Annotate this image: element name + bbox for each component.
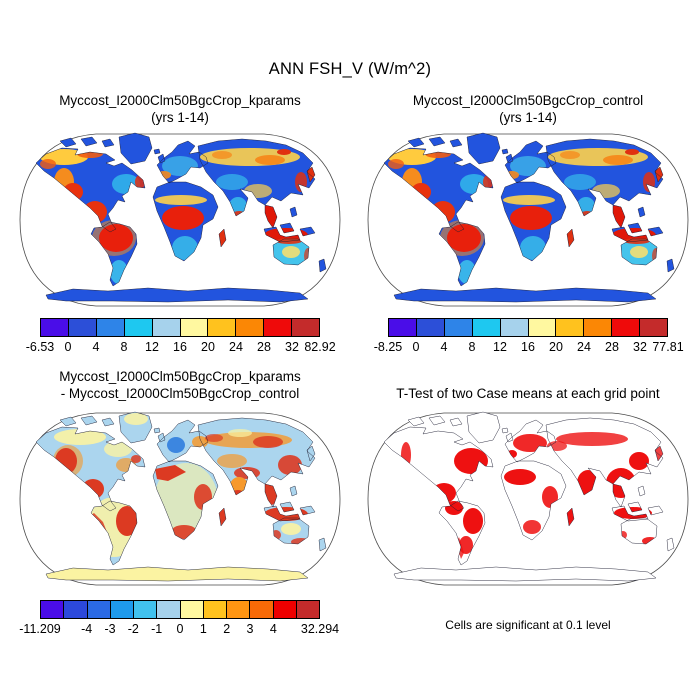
colorbar-segment bbox=[41, 319, 68, 336]
colorbar-tick-label: 1 bbox=[199, 622, 207, 636]
colorbar-segment bbox=[639, 319, 668, 336]
colorbar-segment bbox=[86, 601, 110, 618]
colorbar-segment bbox=[443, 319, 472, 336]
colorbar-tick-label: 2 bbox=[223, 622, 231, 636]
colorbar-tick-label: 28 bbox=[257, 340, 271, 354]
colorbar-tick-label: -2 bbox=[127, 622, 139, 636]
colorbar-segment bbox=[415, 319, 444, 336]
colorbar-segment bbox=[41, 601, 64, 618]
colorbar-tick-label: -4 bbox=[81, 622, 93, 636]
colorbar-tick-label: 28 bbox=[605, 340, 619, 354]
figure-title: ANN FSH_V (W/m^2) bbox=[268, 60, 432, 78]
colorbar-segment bbox=[179, 319, 208, 336]
colorbar-segment bbox=[207, 319, 236, 336]
map-kparams bbox=[19, 132, 341, 307]
significance-caption: Cells are significant at 0.1 level bbox=[445, 618, 611, 632]
colorbar-tick-label: 0 bbox=[176, 622, 184, 636]
colorbar-kparams: -6.53 0 4 8 12 16 20 24 28 32 82.92 bbox=[26, 318, 336, 356]
colorbar-segment bbox=[583, 319, 612, 336]
panel-difference-title-line2: - Myccost_I2000Clm50BgcCrop_control bbox=[60, 386, 300, 401]
colorbar-tick-label: 32 bbox=[633, 340, 647, 354]
colorbar-tick-label: 3 bbox=[246, 622, 254, 636]
colorbar-tick-label: -1 bbox=[151, 622, 163, 636]
colorbar-tick-label: 20 bbox=[549, 340, 563, 354]
colorbar-tick-label: 4 bbox=[440, 340, 448, 354]
colorbar-tick-label: 0 bbox=[64, 340, 72, 354]
colorbar-tick-label: 4 bbox=[269, 622, 277, 636]
colorbar-segment bbox=[156, 601, 180, 618]
colorbar-segment bbox=[95, 319, 124, 336]
colorbar-segment bbox=[67, 319, 96, 336]
colorbar-segment bbox=[527, 319, 556, 336]
colorbar-segment bbox=[291, 319, 320, 336]
colorbar-tick-label: 24 bbox=[229, 340, 243, 354]
colorbar-tick-label: 20 bbox=[201, 340, 215, 354]
colorbar-tick-label: 12 bbox=[493, 340, 507, 354]
panel-ttest: T-Test of two Case means at each grid po… bbox=[362, 368, 694, 632]
colorbar-labels: -8.25 0 4 8 12 16 20 24 28 32 77.81 bbox=[374, 340, 684, 356]
colorbar-difference: -11.209 -4 -3 -2 -1 0 1 2 3 4 32.294 bbox=[19, 600, 339, 638]
panel-kparams-title: Myccost_I2000Clm50BgcCrop_kparams (yrs 1… bbox=[14, 92, 346, 126]
colorbar-segment bbox=[272, 601, 296, 618]
colorbar-segment bbox=[123, 319, 152, 336]
colorbar-control: -8.25 0 4 8 12 16 20 24 28 32 77.81 bbox=[374, 318, 684, 356]
panel-ttest-title: T-Test of two Case means at each grid po… bbox=[396, 386, 660, 401]
colorbar-segment bbox=[179, 601, 203, 618]
colorbar-segment bbox=[611, 319, 640, 336]
colorbar-segments bbox=[40, 600, 320, 619]
colorbar-tick-label: 8 bbox=[120, 340, 128, 354]
colorbar-tick-label: -8.25 bbox=[373, 340, 403, 354]
map-control bbox=[367, 132, 689, 307]
colorbar-segment bbox=[226, 601, 250, 618]
colorbar-segment bbox=[263, 319, 292, 336]
colorbar-segment bbox=[63, 601, 87, 618]
colorbar-tick-label: -11.209 bbox=[19, 622, 61, 636]
map-ttest bbox=[367, 411, 689, 586]
colorbar-tick-label: -6.53 bbox=[25, 340, 55, 354]
colorbar-tick-label: 0 bbox=[412, 340, 420, 354]
colorbar-tick-label: 77.81 bbox=[652, 340, 684, 354]
value-patches bbox=[388, 148, 663, 284]
colorbar-segment bbox=[151, 319, 180, 336]
colorbar-tick-label: 12 bbox=[145, 340, 159, 354]
colorbar-segment bbox=[471, 319, 500, 336]
colorbar-labels: -6.53 0 4 8 12 16 20 24 28 32 82.92 bbox=[26, 340, 336, 356]
colorbar-segment bbox=[249, 601, 273, 618]
panel-kparams-title-line1: Myccost_I2000Clm50BgcCrop_kparams bbox=[59, 93, 301, 108]
colorbar-tick-label: 32 bbox=[285, 340, 299, 354]
colorbar-tick-label: 16 bbox=[173, 340, 187, 354]
colorbar-segment bbox=[133, 601, 157, 618]
colorbar-segment bbox=[202, 601, 226, 618]
colorbar-tick-label: 4 bbox=[92, 340, 100, 354]
colorbar-tick-label: -3 bbox=[104, 622, 116, 636]
colorbar-tick-label: 32.294 bbox=[300, 622, 340, 636]
colorbar-tick-label: 16 bbox=[521, 340, 535, 354]
colorbar-tick-label: 82.92 bbox=[304, 340, 336, 354]
panel-kparams: Myccost_I2000Clm50BgcCrop_kparams (yrs 1… bbox=[14, 92, 346, 356]
panel-difference: Myccost_I2000Clm50BgcCrop_kparams - Mycc… bbox=[14, 368, 346, 638]
panel-control: Myccost_I2000Clm50BgcCrop_control (yrs 1… bbox=[362, 92, 694, 356]
colorbar-segment bbox=[555, 319, 584, 336]
panel-control-title-line1: Myccost_I2000Clm50BgcCrop_control bbox=[412, 93, 644, 108]
panel-difference-title-line1: Myccost_I2000Clm50BgcCrop_kparams bbox=[59, 369, 301, 384]
colorbar-tick-label: 24 bbox=[577, 340, 591, 354]
colorbar-segments bbox=[388, 318, 668, 337]
panel-kparams-title-line2: (yrs 1-14) bbox=[151, 110, 209, 125]
colorbar-tick-label: 8 bbox=[468, 340, 476, 354]
map-difference bbox=[19, 411, 341, 586]
colorbar-labels: -11.209 -4 -3 -2 -1 0 1 2 3 4 32.294 bbox=[19, 622, 339, 638]
colorbar-segment bbox=[109, 601, 133, 618]
colorbar-segment bbox=[295, 601, 319, 618]
colorbar-segments bbox=[40, 318, 320, 337]
panel-difference-title: Myccost_I2000Clm50BgcCrop_kparams - Mycc… bbox=[14, 368, 346, 402]
colorbar-segment bbox=[389, 319, 416, 336]
colorbar-segment bbox=[235, 319, 264, 336]
panel-control-title-line2: (yrs 1-14) bbox=[499, 110, 557, 125]
colorbar-segment bbox=[499, 319, 528, 336]
panel-control-title: Myccost_I2000Clm50BgcCrop_control (yrs 1… bbox=[362, 92, 694, 126]
